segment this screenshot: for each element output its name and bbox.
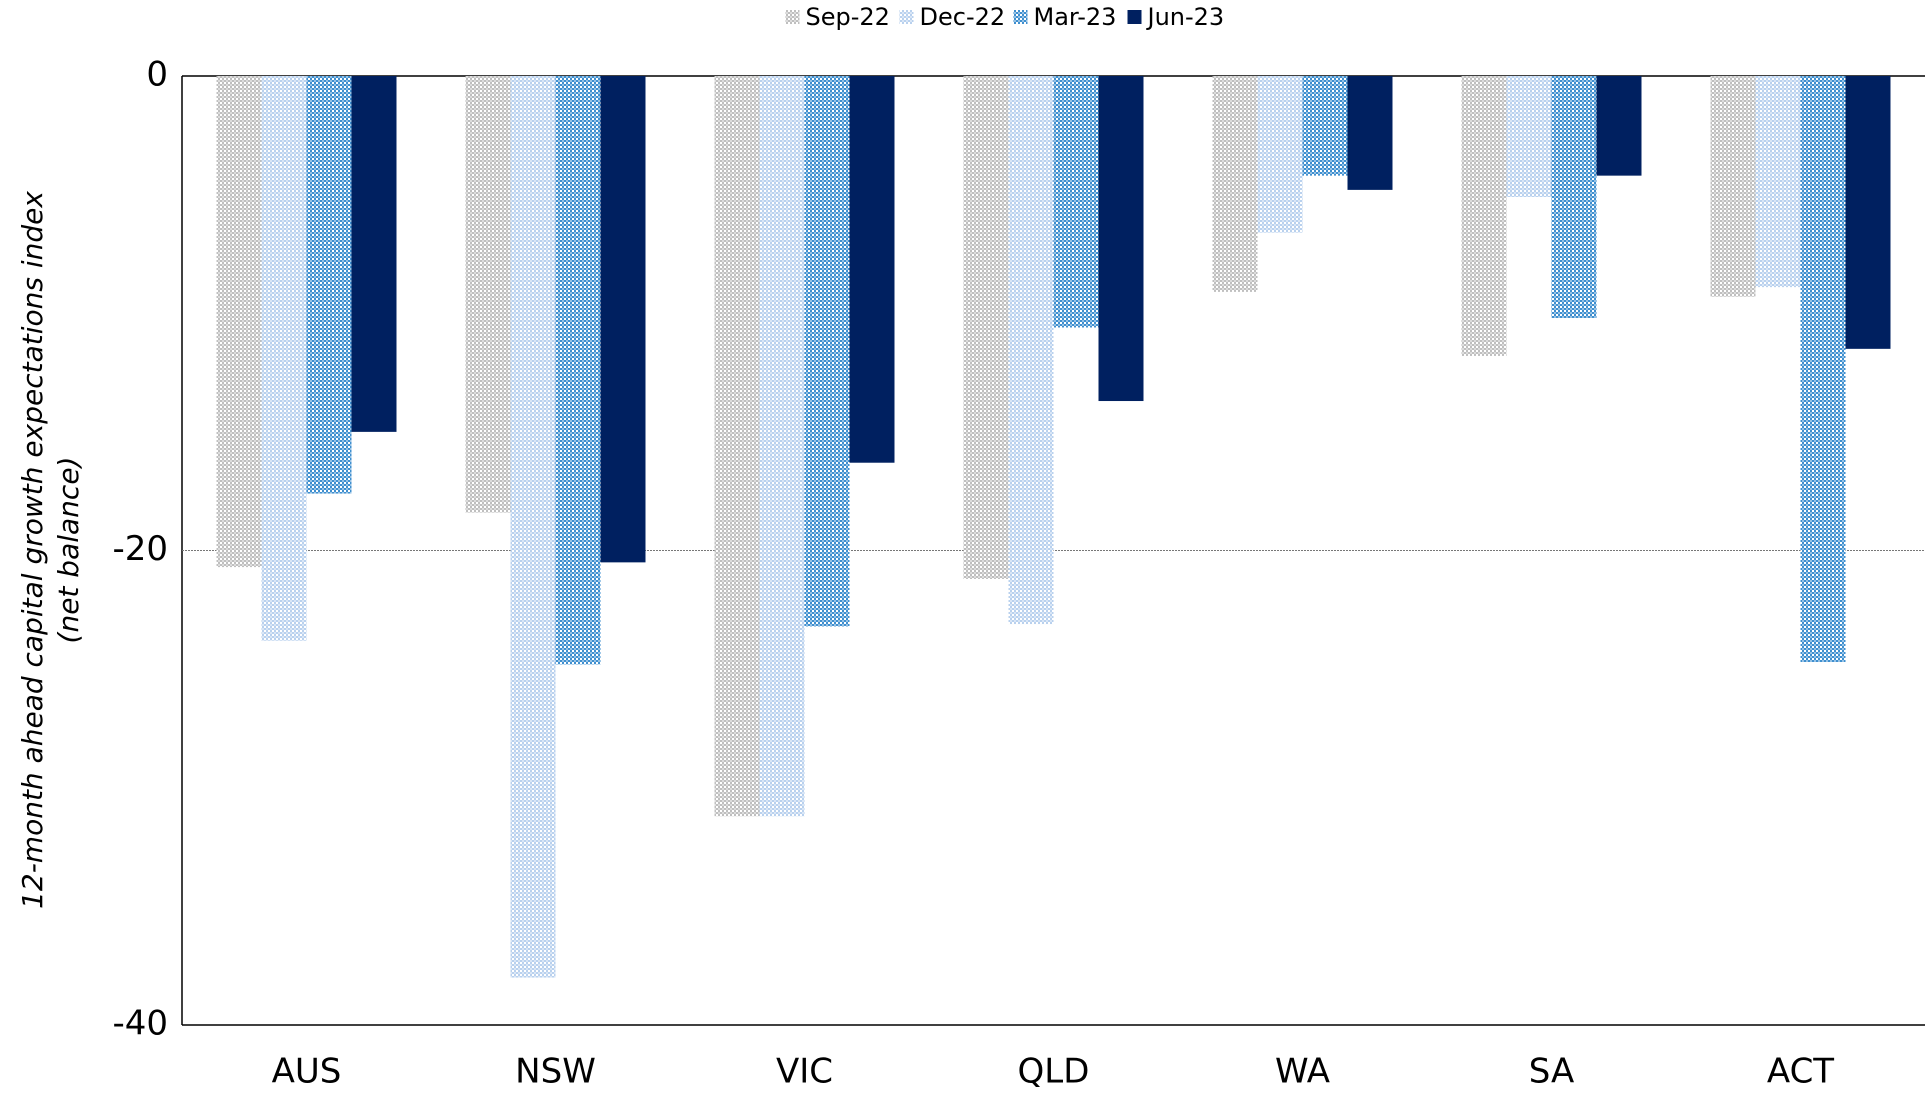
bar: [963, 76, 1009, 579]
y-tick-label: -20: [112, 529, 168, 569]
legend-swatch: [785, 10, 800, 24]
bar: [216, 76, 262, 568]
x-tick-label: VIC: [776, 1052, 833, 1092]
bar: [1008, 76, 1054, 625]
bar: [351, 76, 397, 432]
bar: [849, 76, 895, 463]
bar: [1596, 76, 1642, 176]
legend-label: Mar-23: [1034, 3, 1117, 31]
y-tick-label: 0: [146, 55, 168, 95]
bar: [1755, 76, 1801, 288]
bar: [1461, 76, 1507, 356]
x-tick-label: NSW: [515, 1052, 596, 1092]
bar: [1257, 76, 1303, 233]
bar: [306, 76, 352, 494]
legend-label: Sep-22: [806, 3, 890, 31]
bar: [1710, 76, 1756, 297]
legend-label: Jun-23: [1146, 3, 1225, 31]
bar: [1845, 76, 1891, 349]
bar: [1506, 76, 1552, 197]
y-tick-label: -40: [112, 1004, 168, 1044]
y-axis-label: 12-month ahead capital growth expectatio…: [16, 191, 85, 909]
y-axis-subtitle: (net balance): [52, 457, 85, 644]
bar: [759, 76, 805, 817]
bar: [1347, 76, 1393, 190]
x-tick-label: AUS: [272, 1052, 342, 1092]
bar: [1098, 76, 1144, 402]
bar: [1302, 76, 1348, 176]
bar: [600, 76, 646, 563]
bar: [714, 76, 760, 817]
legend-swatch: [1127, 10, 1142, 24]
x-tick-label: SA: [1529, 1052, 1574, 1092]
bar: [1800, 76, 1846, 663]
x-tick-label: QLD: [1018, 1052, 1090, 1092]
y-axis-title: 12-month ahead capital growth expectatio…: [16, 191, 49, 909]
bar: [1212, 76, 1258, 292]
bar: [1053, 76, 1099, 328]
x-tick-label: WA: [1275, 1052, 1330, 1092]
bar: [465, 76, 511, 513]
bar: [1551, 76, 1597, 318]
bar: [555, 76, 601, 665]
legend-label: Dec-22: [920, 3, 1006, 31]
legend-swatch: [899, 10, 914, 24]
x-tick-label: ACT: [1767, 1052, 1834, 1092]
bar: [510, 76, 556, 978]
bar: [804, 76, 850, 627]
legend-swatch: [1013, 10, 1028, 24]
bar: [261, 76, 307, 641]
